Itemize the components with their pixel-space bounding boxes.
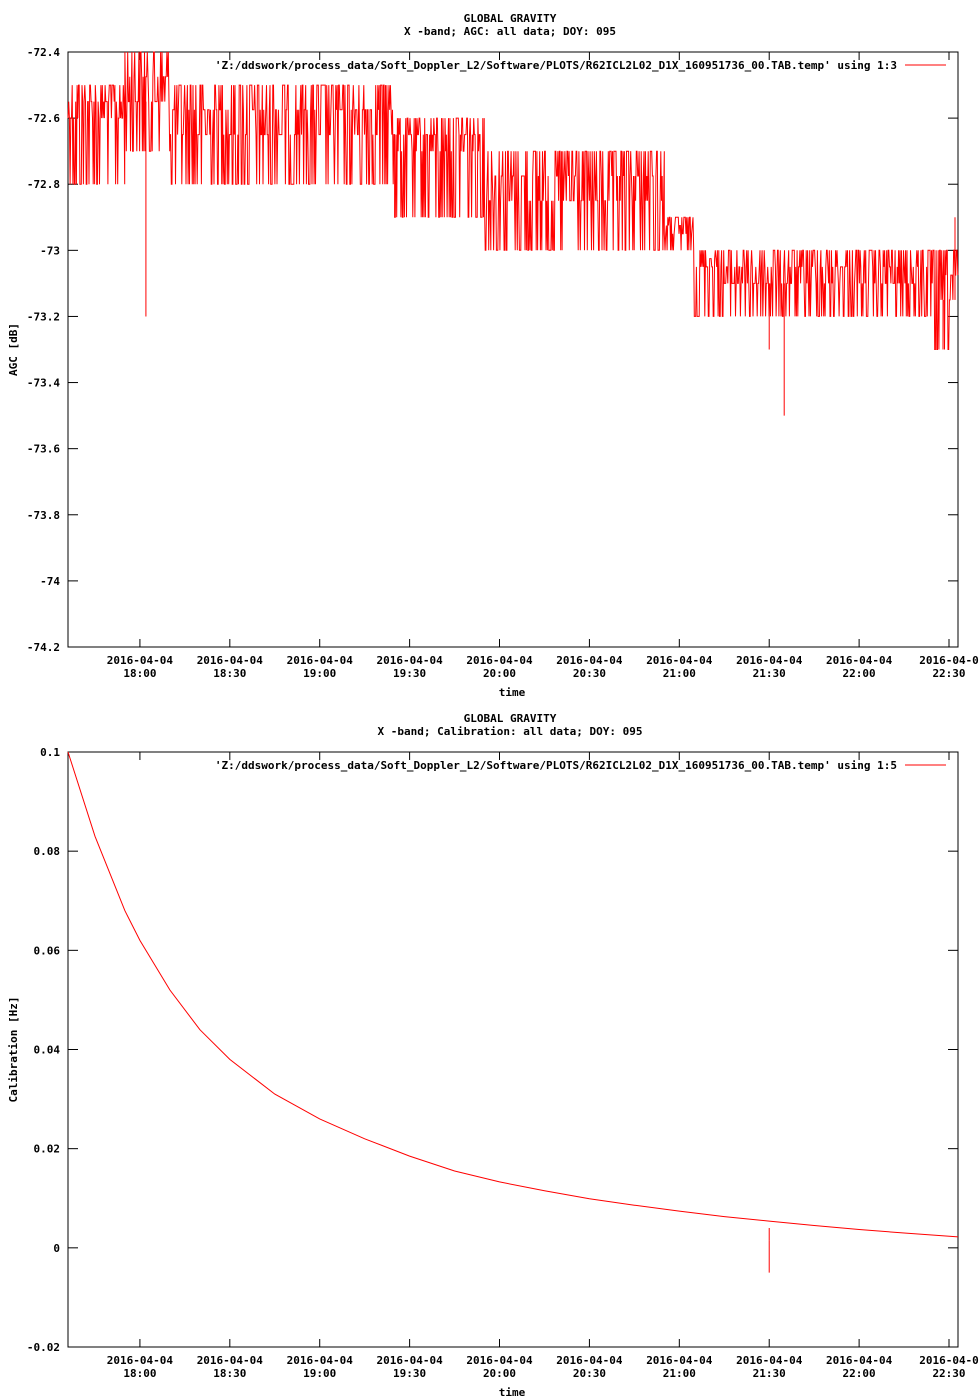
y-tick-label: -72.4 — [27, 46, 60, 59]
x-tick-date: 2016-04-04 — [287, 654, 354, 667]
y-tick-label: -73.8 — [27, 509, 60, 522]
x-tick-date: 2016-04-0 — [919, 1354, 979, 1367]
x-tick-time: 22:00 — [843, 1367, 876, 1380]
x-tick-date: 2016-04-0 — [919, 654, 979, 667]
y-axis-label: Calibration [Hz] — [7, 997, 20, 1103]
x-tick-date: 2016-04-04 — [107, 654, 174, 667]
y-tick-label: 0.1 — [40, 746, 60, 759]
x-tick-date: 2016-04-04 — [736, 1354, 803, 1367]
calibration-series-line — [67, 751, 959, 1238]
x-tick-date: 2016-04-04 — [287, 1354, 354, 1367]
y-tick-label: 0 — [53, 1242, 60, 1255]
x-tick-time: 18:30 — [213, 667, 246, 680]
legend-label: 'Z:/ddswork/process_data/Soft_Doppler_L2… — [215, 759, 897, 772]
x-tick-time: 20:00 — [483, 667, 516, 680]
x-tick-time: 19:30 — [393, 667, 426, 680]
x-tick-time: 19:30 — [393, 1367, 426, 1380]
y-tick-label: 0.02 — [34, 1143, 61, 1156]
x-tick-time: 22:00 — [843, 667, 876, 680]
x-tick-time: 18:30 — [213, 1367, 246, 1380]
y-tick-label: -73 — [40, 244, 60, 257]
y-tick-label: -72.8 — [27, 178, 60, 191]
x-tick-time: 18:00 — [123, 667, 156, 680]
x-tick-date: 2016-04-04 — [107, 1354, 174, 1367]
y-tick-label: -73.6 — [27, 443, 60, 456]
y-tick-label: -74.2 — [27, 641, 60, 654]
x-axis-label: time — [499, 1386, 526, 1399]
chart-subtitle: X -band; Calibration: all data; DOY: 095 — [378, 725, 643, 738]
x-tick-time: 21:00 — [663, 667, 696, 680]
legend-label: 'Z:/ddswork/process_data/Soft_Doppler_L2… — [215, 59, 897, 72]
x-tick-date: 2016-04-04 — [466, 654, 533, 667]
x-tick-date: 2016-04-04 — [376, 654, 443, 667]
x-tick-date: 2016-04-04 — [646, 1354, 713, 1367]
chart-subtitle: X -band; AGC: all data; DOY: 095 — [404, 25, 616, 38]
x-tick-time: 22:30 — [932, 1367, 965, 1380]
x-tick-date: 2016-04-04 — [826, 1354, 893, 1367]
x-tick-date: 2016-04-04 — [556, 1354, 623, 1367]
x-tick-date: 2016-04-04 — [197, 1354, 264, 1367]
x-tick-time: 19:00 — [303, 667, 336, 680]
x-tick-time: 18:00 — [123, 1367, 156, 1380]
chart-title: GLOBAL GRAVITY — [464, 12, 557, 25]
x-tick-date: 2016-04-04 — [736, 654, 803, 667]
y-tick-label: -74 — [40, 575, 60, 588]
plot-frame — [67, 751, 959, 1348]
x-tick-date: 2016-04-04 — [466, 1354, 533, 1367]
agc-series-line — [67, 51, 959, 350]
y-tick-label: -73.4 — [27, 377, 60, 390]
x-tick-time: 20:00 — [483, 1367, 516, 1380]
x-tick-date: 2016-04-04 — [197, 654, 264, 667]
x-tick-time: 21:30 — [753, 1367, 786, 1380]
y-tick-label: -0.02 — [27, 1341, 60, 1354]
x-tick-date: 2016-04-04 — [826, 654, 893, 667]
x-tick-time: 22:30 — [932, 667, 965, 680]
y-tick-label: 0.08 — [34, 845, 61, 858]
x-tick-date: 2016-04-04 — [556, 654, 623, 667]
y-tick-label: -72.6 — [27, 112, 60, 125]
x-tick-date: 2016-04-04 — [646, 654, 713, 667]
y-tick-label: -73.2 — [27, 310, 60, 323]
x-tick-time: 21:00 — [663, 1367, 696, 1380]
x-tick-time: 20:30 — [573, 667, 606, 680]
x-axis-label: time — [499, 686, 526, 699]
y-axis-label: AGC [dB] — [7, 323, 20, 376]
y-tick-label: 0.06 — [34, 944, 61, 957]
plot-frame — [67, 51, 959, 648]
x-tick-time: 21:30 — [753, 667, 786, 680]
y-tick-label: 0.04 — [34, 1044, 61, 1057]
x-tick-time: 19:00 — [303, 1367, 336, 1380]
chart-title: GLOBAL GRAVITY — [464, 712, 557, 725]
x-tick-time: 20:30 — [573, 1367, 606, 1380]
x-tick-date: 2016-04-04 — [376, 1354, 443, 1367]
